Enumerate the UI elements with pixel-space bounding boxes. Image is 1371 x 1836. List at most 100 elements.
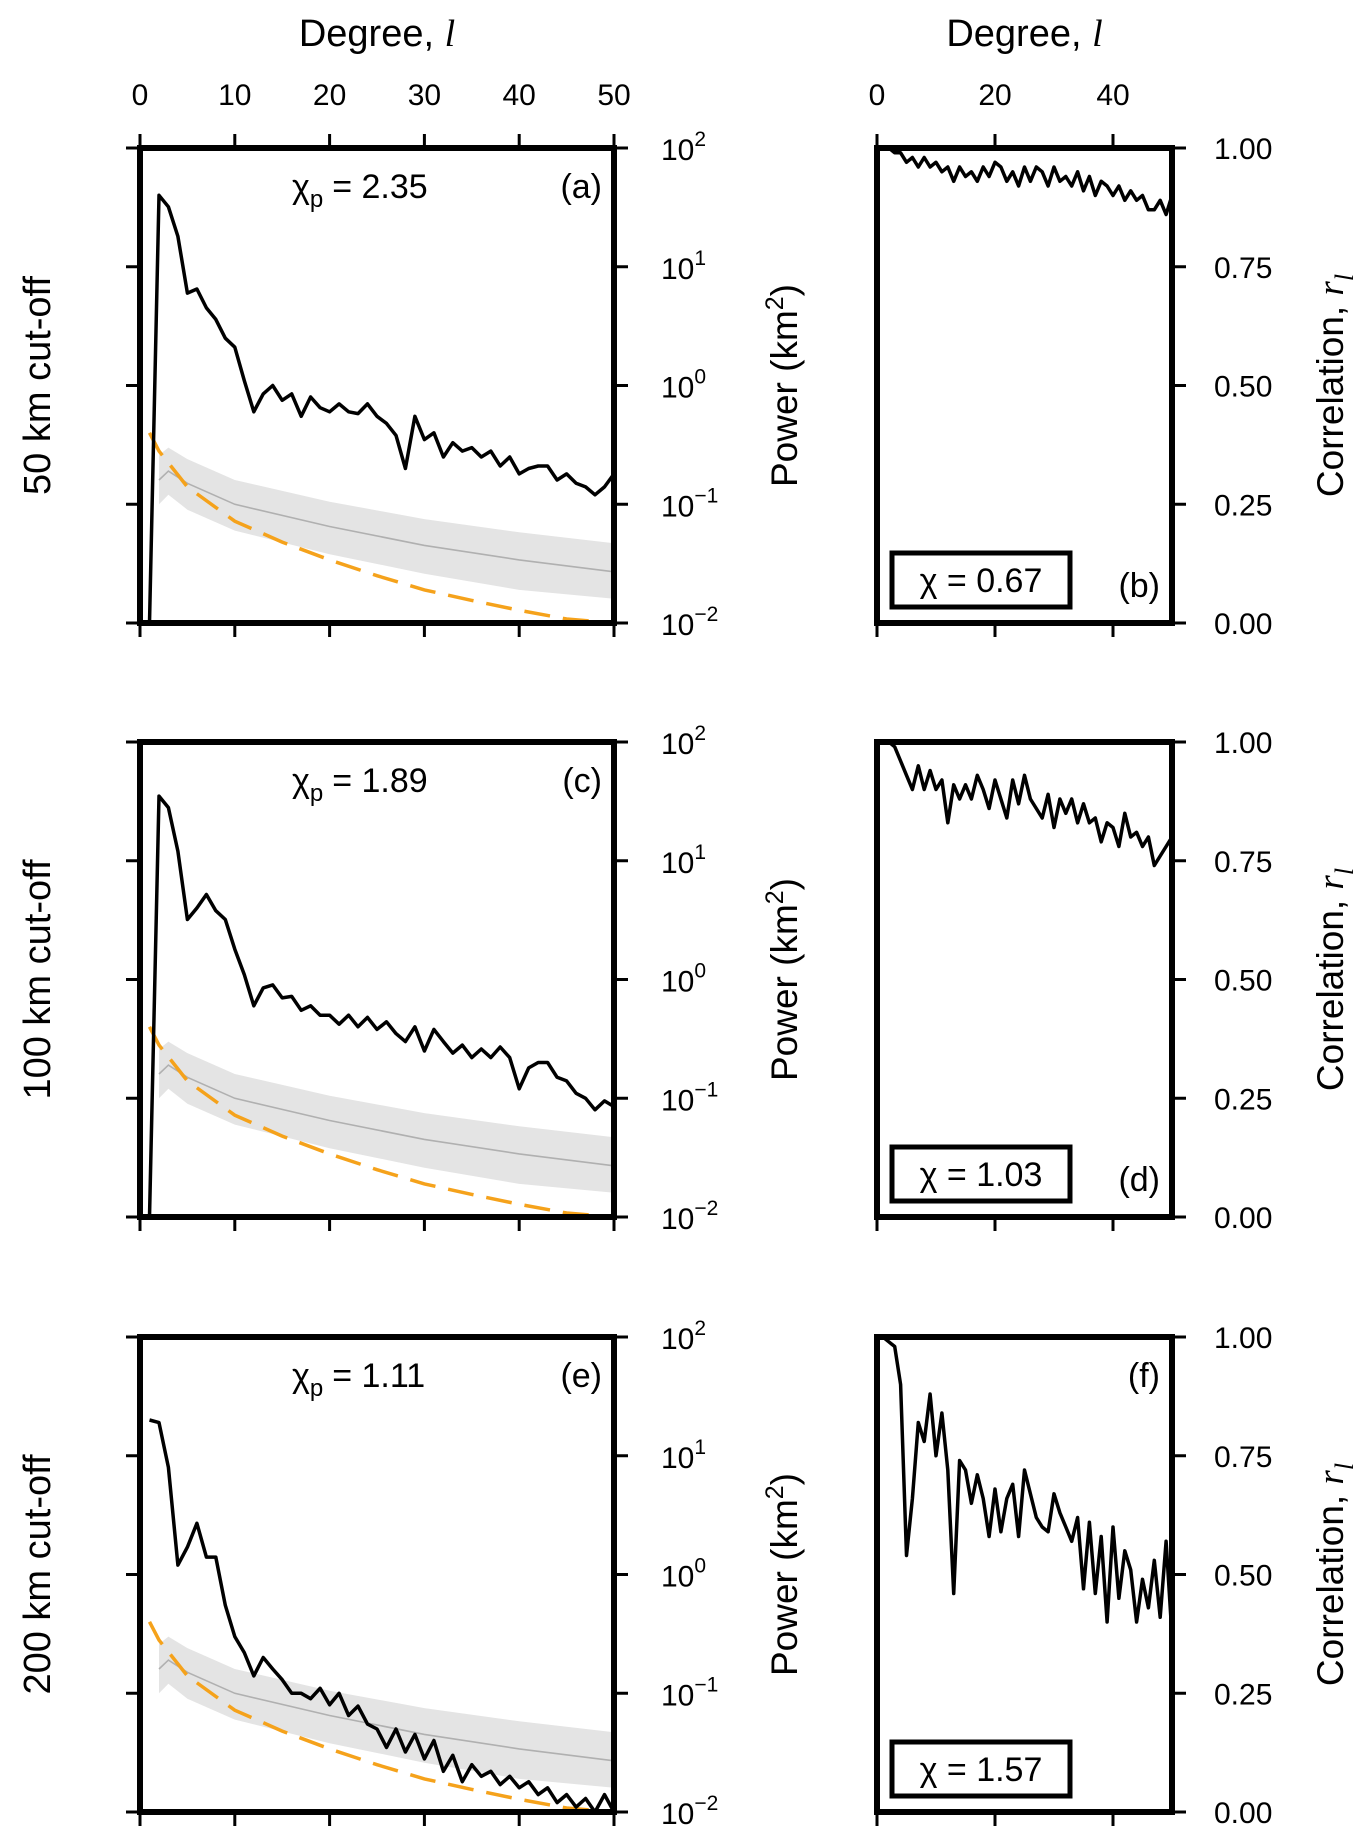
correlation-tick-label: 0.50	[1214, 1560, 1272, 1593]
chi-box	[889, 1739, 1073, 1799]
correlation-tick-label: 0.00	[1214, 1202, 1272, 1235]
chi-p-annotation: χp = 1.11	[292, 1357, 425, 1402]
observed-correlation-line	[882, 740, 1174, 868]
correlation-axis-label: Correlation, rl	[1310, 868, 1359, 1091]
chi-box	[889, 550, 1073, 610]
top-x-tick-label: 10	[218, 79, 251, 112]
observed-power-line	[147, 193, 616, 624]
observed-power-line	[149, 1418, 616, 1814]
model-dashed-line	[147, 431, 615, 625]
observed-correlation-line	[881, 1335, 1174, 1637]
correlation-axis-label-sub: l	[1330, 274, 1359, 281]
power-tick-label: 10−2	[661, 1792, 718, 1831]
x-axis-title-left: Degree, l	[299, 13, 455, 55]
top-x-tick-label: 30	[408, 79, 441, 112]
correlation-axis-label-text: Correlation,	[1310, 1485, 1351, 1687]
power-axis-label-close: )	[764, 1473, 805, 1485]
top-x-tick-label: 40	[1096, 79, 1129, 112]
correlation-axis-label: Correlation, rl	[1310, 1463, 1359, 1686]
x-axis-title-symbol: l	[1092, 13, 1103, 55]
power-tick-exponent: 0	[694, 960, 706, 983]
power-tick-mantissa: 10	[661, 1679, 694, 1712]
power-tick-exponent: 1	[694, 247, 706, 270]
correlation-tick-label: 0.25	[1214, 1678, 1272, 1711]
power-axis-label-close: )	[764, 284, 805, 296]
panel-letter: (a)	[560, 168, 602, 206]
correlation-axis-label-sub: l	[1330, 1463, 1359, 1470]
power-tick-exponent: 2	[694, 722, 706, 745]
correlation-tick-label: 1.00	[1214, 727, 1272, 760]
model-dashed-line	[147, 1025, 615, 1219]
chi-box	[889, 1144, 1073, 1204]
chi-subscript: p	[310, 186, 323, 213]
power-tick-label: 100	[661, 960, 706, 999]
chi-p-annotation: χp = 2.35	[292, 168, 428, 213]
correlation-panel-d: 1.00 0.75 0.50 0.25 0.00 Correlation, rl χ = 1…	[874, 727, 1359, 1235]
power-axis-label-sup: 2	[761, 890, 789, 904]
chi-p-annotation: χp = 1.89	[292, 762, 428, 807]
correlation-axis-label-text: Correlation,	[1310, 890, 1351, 1092]
power-tick-mantissa: 10	[661, 134, 694, 167]
model-median-line	[158, 1064, 615, 1167]
model-range-band	[159, 1041, 614, 1193]
power-tick-mantissa: 10	[661, 1442, 694, 1475]
model-range-band	[159, 1636, 614, 1788]
x-axis-title-text: Degree,	[299, 13, 445, 55]
correlation-tick-label: 0.75	[1214, 1441, 1272, 1474]
top-x-tick-label: 20	[978, 79, 1011, 112]
power-tick-label: 101	[661, 247, 706, 286]
power-tick-exponent: −2	[694, 1792, 718, 1815]
power-axis-label-sup: 2	[761, 296, 789, 310]
chi-value: = 1.11	[332, 1357, 425, 1395]
power-tick-exponent: −1	[694, 1078, 718, 1101]
chi-subscript: p	[310, 1375, 323, 1402]
top-x-tick-label: 0	[869, 79, 886, 112]
power-tick-exponent: −2	[694, 603, 718, 626]
correlation-axis-label-sub: l	[1330, 868, 1359, 875]
power-tick-mantissa: 10	[661, 490, 694, 523]
correlation-tick-label: 0.50	[1214, 371, 1272, 404]
power-tick-mantissa: 10	[661, 1561, 694, 1594]
power-tick-exponent: 2	[694, 1317, 706, 1340]
power-tick-label: 100	[661, 366, 706, 405]
power-tick-mantissa: 10	[661, 1084, 694, 1117]
correlation-tick-label: 0.00	[1214, 1797, 1272, 1830]
power-axis-label: Power (km2)	[761, 878, 805, 1081]
correlation-axis-label-symbol: r	[1311, 875, 1352, 890]
power-tick-label: 10−1	[661, 484, 718, 523]
power-axis-label-sup: 2	[761, 1485, 789, 1499]
correlation-tick-label: 0.75	[1214, 252, 1272, 285]
power-axis-label-text: Power (km	[764, 310, 805, 487]
power-tick-exponent: 2	[694, 128, 706, 151]
power-tick-mantissa: 10	[661, 253, 694, 286]
power-tick-mantissa: 10	[661, 728, 694, 761]
correlation-axis-label: Correlation, rl	[1310, 274, 1359, 497]
power-tick-label: 101	[661, 841, 706, 880]
power-tick-mantissa: 10	[661, 372, 694, 405]
power-axis-label-close: )	[764, 878, 805, 890]
power-tick-label: 100	[661, 1555, 706, 1594]
chi-symbol: χ	[292, 762, 310, 800]
model-median-line	[158, 470, 615, 573]
top-x-tick-label: 40	[503, 79, 536, 112]
correlation-tick-label: 0.75	[1214, 846, 1272, 879]
power-tick-mantissa: 10	[661, 1203, 694, 1236]
panel-letter: (e)	[560, 1357, 602, 1395]
power-tick-label: 101	[661, 1436, 706, 1475]
power-tick-label: 10−1	[661, 1673, 718, 1712]
observed-power-line	[147, 794, 615, 1218]
power-tick-exponent: −1	[694, 484, 718, 507]
panel-letter: (c)	[562, 762, 602, 800]
correlation-tick-label: 0.25	[1214, 1083, 1272, 1116]
correlation-axis-label-symbol: r	[1311, 1470, 1352, 1485]
power-tick-label: 102	[661, 1317, 706, 1356]
power-tick-exponent: −1	[694, 1673, 718, 1696]
power-axis-label-text: Power (km	[764, 904, 805, 1081]
correlation-axis-label-symbol: r	[1311, 281, 1352, 296]
power-tick-label: 10−2	[661, 1197, 718, 1236]
chi-value: = 1.89	[332, 762, 427, 800]
